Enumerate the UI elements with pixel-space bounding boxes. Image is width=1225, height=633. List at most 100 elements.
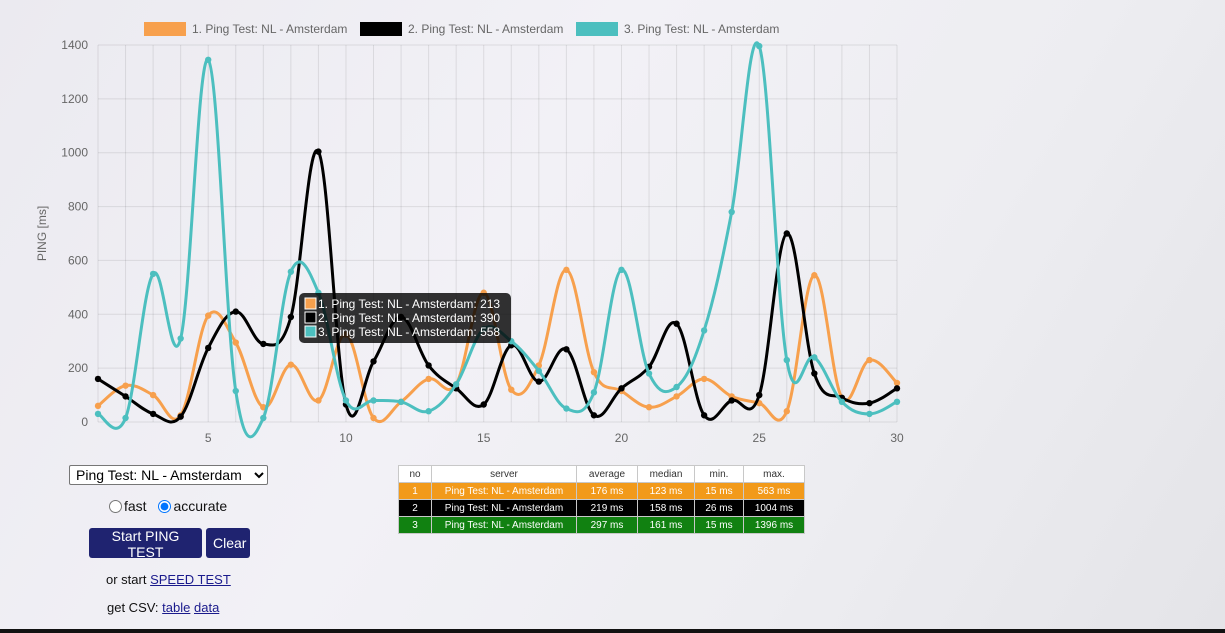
header-average: average xyxy=(576,465,638,483)
data-point xyxy=(673,393,680,400)
data-point xyxy=(563,346,570,353)
data-point xyxy=(122,382,129,389)
ping-chart[interactable]: 0 200 400 600 800 1000 1200 1400 5 10 15 20 25 30 PING… xyxy=(0,0,1225,460)
data-point xyxy=(508,386,515,393)
y-tick-label: 1200 xyxy=(61,92,88,106)
data-point xyxy=(205,344,212,352)
controls-panel: Ping Test: NL - Amsterdam fast accurate … xyxy=(69,465,269,615)
cell-max: 1004 ms xyxy=(743,499,805,517)
data-point xyxy=(370,414,377,422)
cell-median: 123 ms xyxy=(637,482,695,500)
header-server: server xyxy=(431,465,577,483)
data-point xyxy=(645,403,653,411)
x-tick-label: 25 xyxy=(753,431,767,445)
tooltip-swatch xyxy=(304,325,317,338)
data-point xyxy=(590,389,598,396)
data-point xyxy=(287,268,295,275)
data-point xyxy=(783,408,790,415)
table-row: 3 Ping Test: NL - Amsterdam 297 ms 161 m… xyxy=(398,516,805,534)
data-point xyxy=(425,375,432,383)
data-point xyxy=(893,379,901,387)
cell-server: Ping Test: NL - Amsterdam xyxy=(431,516,577,534)
tooltip-line: 3. Ping Test: NL - Amsterdam: 558 xyxy=(318,325,500,339)
clear-button[interactable]: Clear xyxy=(206,528,250,558)
data-point xyxy=(177,335,184,342)
data-point xyxy=(205,312,212,319)
data-point xyxy=(535,367,543,375)
data-point xyxy=(94,402,102,410)
data-point xyxy=(866,399,873,407)
data-point xyxy=(232,387,239,395)
data-point xyxy=(260,340,267,348)
tooltip-line: 1. Ping Test: NL - Amsterdam: 213 xyxy=(318,297,500,311)
results-header-row: no server average median min. max. xyxy=(398,465,805,483)
legend-swatch xyxy=(144,22,186,36)
data-point xyxy=(232,308,239,315)
mode-fast-radio[interactable] xyxy=(109,499,122,513)
tooltip-box xyxy=(299,293,511,343)
data-point xyxy=(122,393,129,400)
legend-swatch xyxy=(576,22,618,36)
data-point xyxy=(425,362,432,369)
data-point xyxy=(618,385,625,392)
cell-min: 15 ms xyxy=(694,482,744,500)
data-point xyxy=(149,391,157,399)
data-point xyxy=(645,370,653,377)
data-point xyxy=(728,397,735,404)
speed-test-link[interactable]: SPEED TEST xyxy=(150,572,231,587)
cell-no: 1 xyxy=(398,482,432,500)
data-point xyxy=(149,410,157,418)
csv-table-link[interactable]: table xyxy=(162,600,191,615)
data-point xyxy=(370,397,377,404)
data-point xyxy=(315,148,322,155)
data-point xyxy=(480,401,487,408)
data-point xyxy=(563,266,570,274)
server-select[interactable]: Ping Test: NL - Amsterdam xyxy=(69,465,268,485)
y-tick-label: 1400 xyxy=(61,38,88,52)
header-median: median xyxy=(637,465,695,483)
data-point xyxy=(783,356,790,364)
legend-label: 3. Ping Test: NL - Amsterdam xyxy=(624,22,779,36)
cell-no: 2 xyxy=(398,499,432,517)
y-tick-label: 800 xyxy=(68,200,88,214)
data-point xyxy=(811,272,818,279)
data-point xyxy=(838,398,846,406)
data-point xyxy=(452,381,460,388)
data-point xyxy=(866,356,873,364)
cell-median: 161 ms xyxy=(637,516,695,534)
legend-swatch xyxy=(360,22,402,36)
data-point xyxy=(866,410,873,418)
header-max: max. xyxy=(743,465,805,483)
data-point xyxy=(563,405,570,412)
mode-accurate[interactable]: accurate xyxy=(158,498,227,514)
tooltip-swatch xyxy=(304,297,317,310)
data-point xyxy=(756,391,763,399)
x-tick-label: 15 xyxy=(477,431,491,445)
tooltip-line: 2. Ping Test: NL - Amsterdam: 390 xyxy=(318,311,500,325)
data-point xyxy=(260,414,267,422)
series-line-1 xyxy=(97,268,899,424)
legend-label: 2. Ping Test: NL - Amsterdam xyxy=(408,22,563,36)
start-ping-test-button[interactable]: Start PING TEST xyxy=(89,528,202,560)
series-line-2 xyxy=(97,149,898,424)
data-point xyxy=(535,378,543,385)
data-point xyxy=(590,368,598,376)
x-tick-label: 30 xyxy=(890,431,904,445)
cell-average: 219 ms xyxy=(576,499,638,517)
y-tick-label: 1000 xyxy=(61,146,88,160)
data-point xyxy=(756,42,763,50)
data-point xyxy=(149,270,157,278)
data-point xyxy=(287,313,295,321)
mode-fast[interactable]: fast xyxy=(109,498,147,514)
y-tick-label: 400 xyxy=(68,307,88,321)
cell-min: 15 ms xyxy=(694,516,744,534)
header-min: min. xyxy=(694,465,744,483)
data-point xyxy=(122,414,129,422)
data-point xyxy=(177,413,184,420)
data-point xyxy=(700,327,708,334)
results-table: no server average median min. max. 1 Pin… xyxy=(398,465,805,534)
data-point xyxy=(370,358,377,365)
csv-data-link[interactable]: data xyxy=(194,600,220,615)
data-point xyxy=(893,385,901,392)
mode-accurate-radio[interactable] xyxy=(158,499,172,513)
